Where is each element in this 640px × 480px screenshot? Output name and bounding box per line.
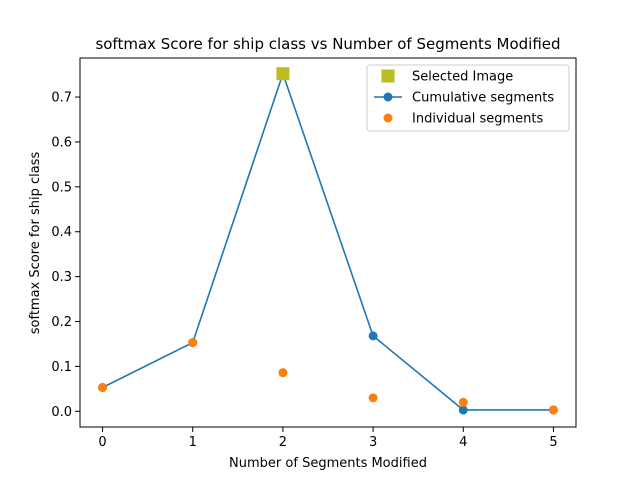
legend-selected-image-swatch: [381, 69, 395, 83]
x-tick-label: 5: [549, 435, 557, 450]
x-tick-label: 2: [279, 435, 287, 450]
legend-individual-swatch: [383, 113, 393, 123]
y-tick-label: 0.7: [51, 91, 72, 106]
y-tick-label: 0.1: [51, 360, 72, 375]
y-tick-label: 0.5: [51, 180, 72, 195]
individual-segments-point: [548, 405, 558, 415]
legend-label: Selected Image: [412, 70, 513, 85]
cumulative-segments-line: [102, 71, 554, 411]
individual-segments-point: [188, 338, 198, 348]
y-tick-label: 0.0: [51, 405, 72, 420]
y-axis-label: softmax Score for ship class: [28, 152, 43, 335]
x-axis-label: Number of Segments Modified: [229, 456, 427, 471]
plot-frame: [79, 57, 577, 428]
x-tick-label: 1: [189, 435, 197, 450]
chart-title: softmax Score for ship class vs Number o…: [95, 35, 560, 53]
x-tick-label: 0: [98, 435, 106, 450]
y-tick-label: 0.6: [51, 135, 72, 150]
x-tick-label: 3: [369, 435, 377, 450]
legend: Selected Image Cumulative segments Individ…: [366, 64, 570, 132]
individual-segments-point: [278, 368, 288, 378]
axes: 0 1 2 3 4 5 0.0 0.1 0.2 0.3 0.4 0.5 0.6 0.7: [51, 57, 577, 450]
individual-segments-point: [98, 382, 108, 392]
y-tick-label: 0.2: [51, 315, 72, 330]
selected-image-marker: [276, 67, 290, 81]
individual-segments-point: [368, 393, 378, 403]
legend-label: Individual segments: [412, 112, 543, 127]
individual-segments-point: [458, 397, 468, 407]
cumulative-segments-point: [368, 331, 378, 341]
x-tick-label: 4: [459, 435, 467, 450]
legend-cumulative-marker-swatch: [383, 92, 393, 102]
y-tick-label: 0.4: [51, 225, 72, 240]
legend-box: [366, 64, 570, 132]
plot-area: [98, 67, 558, 415]
legend-label: Cumulative segments: [412, 91, 554, 106]
y-tick-label: 0.3: [51, 270, 72, 285]
cumulative-segments-point: [458, 405, 468, 415]
